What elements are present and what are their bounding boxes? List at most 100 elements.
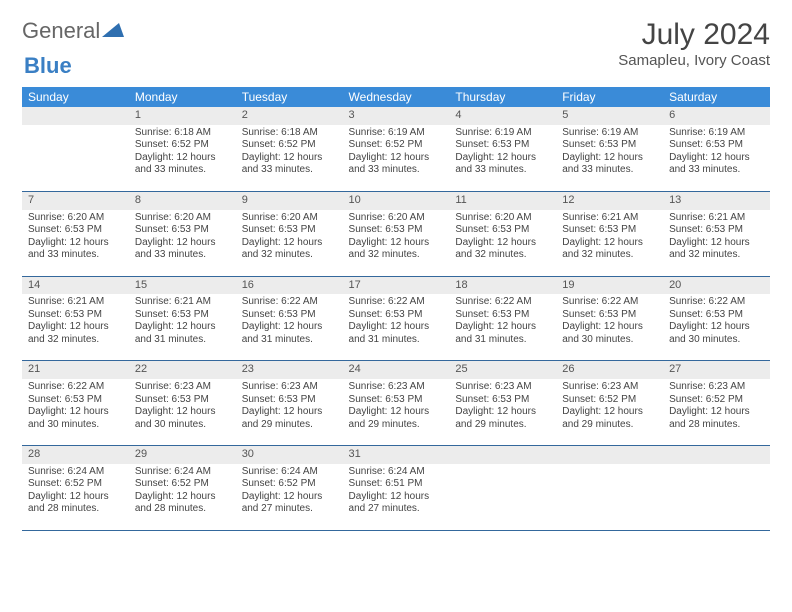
day-cell: Sunrise: 6:19 AMSunset: 6:53 PMDaylight:… bbox=[663, 125, 770, 192]
daylight-line: Daylight: 12 hours and 32 minutes. bbox=[562, 237, 657, 262]
sunrise-line: Sunrise: 6:23 AM bbox=[135, 381, 230, 394]
day-content-row: Sunrise: 6:22 AMSunset: 6:53 PMDaylight:… bbox=[22, 379, 770, 446]
empty-cell bbox=[663, 446, 770, 464]
sunrise-line: Sunrise: 6:19 AM bbox=[349, 127, 444, 140]
day-cell: Sunrise: 6:22 AMSunset: 6:53 PMDaylight:… bbox=[663, 294, 770, 361]
sunrise-line: Sunrise: 6:18 AM bbox=[242, 127, 337, 140]
daylight-line: Daylight: 12 hours and 27 minutes. bbox=[349, 491, 444, 516]
sunrise-line: Sunrise: 6:22 AM bbox=[242, 296, 337, 309]
day-cell: Sunrise: 6:20 AMSunset: 6:53 PMDaylight:… bbox=[129, 210, 236, 277]
day-cell: Sunrise: 6:22 AMSunset: 6:53 PMDaylight:… bbox=[22, 379, 129, 446]
sunset-line: Sunset: 6:53 PM bbox=[242, 394, 337, 407]
weekday-header: Friday bbox=[556, 87, 663, 107]
sunset-line: Sunset: 6:52 PM bbox=[669, 394, 764, 407]
sunrise-line: Sunrise: 6:23 AM bbox=[242, 381, 337, 394]
sunset-line: Sunset: 6:53 PM bbox=[455, 139, 550, 152]
sunset-line: Sunset: 6:53 PM bbox=[669, 139, 764, 152]
empty-cell bbox=[449, 446, 556, 464]
day-cell: Sunrise: 6:20 AMSunset: 6:53 PMDaylight:… bbox=[22, 210, 129, 277]
sunrise-line: Sunrise: 6:18 AM bbox=[135, 127, 230, 140]
daylight-line: Daylight: 12 hours and 32 minutes. bbox=[349, 237, 444, 262]
sunrise-line: Sunrise: 6:23 AM bbox=[455, 381, 550, 394]
day-number: 20 bbox=[663, 276, 770, 294]
sunset-line: Sunset: 6:52 PM bbox=[349, 139, 444, 152]
day-number: 18 bbox=[449, 276, 556, 294]
day-cell: Sunrise: 6:24 AMSunset: 6:52 PMDaylight:… bbox=[236, 464, 343, 531]
day-cell: Sunrise: 6:22 AMSunset: 6:53 PMDaylight:… bbox=[343, 294, 450, 361]
day-number: 24 bbox=[343, 361, 450, 379]
day-number: 31 bbox=[343, 446, 450, 464]
daylight-line: Daylight: 12 hours and 31 minutes. bbox=[349, 321, 444, 346]
sunrise-line: Sunrise: 6:19 AM bbox=[562, 127, 657, 140]
day-cell: Sunrise: 6:20 AMSunset: 6:53 PMDaylight:… bbox=[236, 210, 343, 277]
logo-text-general: General bbox=[22, 18, 100, 44]
day-cell: Sunrise: 6:24 AMSunset: 6:51 PMDaylight:… bbox=[343, 464, 450, 531]
sunrise-line: Sunrise: 6:20 AM bbox=[242, 212, 337, 225]
sunrise-line: Sunrise: 6:21 AM bbox=[669, 212, 764, 225]
daylight-line: Daylight: 12 hours and 29 minutes. bbox=[455, 406, 550, 431]
daylight-line: Daylight: 12 hours and 33 minutes. bbox=[669, 152, 764, 177]
calendar-table: SundayMondayTuesdayWednesdayThursdayFrid… bbox=[22, 87, 770, 531]
day-number: 14 bbox=[22, 276, 129, 294]
sunrise-line: Sunrise: 6:22 AM bbox=[455, 296, 550, 309]
sunset-line: Sunset: 6:52 PM bbox=[135, 478, 230, 491]
sunset-line: Sunset: 6:53 PM bbox=[349, 394, 444, 407]
sunset-line: Sunset: 6:53 PM bbox=[242, 309, 337, 322]
daylight-line: Daylight: 12 hours and 31 minutes. bbox=[242, 321, 337, 346]
day-number: 27 bbox=[663, 361, 770, 379]
day-number: 13 bbox=[663, 191, 770, 209]
day-cell: Sunrise: 6:23 AMSunset: 6:53 PMDaylight:… bbox=[449, 379, 556, 446]
sunset-line: Sunset: 6:53 PM bbox=[28, 309, 123, 322]
sunset-line: Sunset: 6:53 PM bbox=[562, 224, 657, 237]
day-cell: Sunrise: 6:19 AMSunset: 6:53 PMDaylight:… bbox=[556, 125, 663, 192]
day-content-row: Sunrise: 6:21 AMSunset: 6:53 PMDaylight:… bbox=[22, 294, 770, 361]
sunrise-line: Sunrise: 6:23 AM bbox=[562, 381, 657, 394]
day-cell: Sunrise: 6:23 AMSunset: 6:52 PMDaylight:… bbox=[663, 379, 770, 446]
empty-cell bbox=[663, 464, 770, 531]
day-number: 1 bbox=[129, 107, 236, 125]
sunset-line: Sunset: 6:52 PM bbox=[135, 139, 230, 152]
empty-cell bbox=[449, 464, 556, 531]
daylight-line: Daylight: 12 hours and 30 minutes. bbox=[669, 321, 764, 346]
sunset-line: Sunset: 6:53 PM bbox=[135, 394, 230, 407]
sunset-line: Sunset: 6:52 PM bbox=[28, 478, 123, 491]
weekday-header: Thursday bbox=[449, 87, 556, 107]
sunrise-line: Sunrise: 6:24 AM bbox=[28, 466, 123, 479]
title-block: July 2024 Samapleu, Ivory Coast bbox=[618, 18, 770, 69]
day-number: 12 bbox=[556, 191, 663, 209]
sunrise-line: Sunrise: 6:20 AM bbox=[455, 212, 550, 225]
day-number: 11 bbox=[449, 191, 556, 209]
daylight-line: Daylight: 12 hours and 28 minutes. bbox=[28, 491, 123, 516]
daylight-line: Daylight: 12 hours and 29 minutes. bbox=[562, 406, 657, 431]
day-cell: Sunrise: 6:23 AMSunset: 6:52 PMDaylight:… bbox=[556, 379, 663, 446]
sunrise-line: Sunrise: 6:19 AM bbox=[669, 127, 764, 140]
sunrise-line: Sunrise: 6:22 AM bbox=[562, 296, 657, 309]
daylight-line: Daylight: 12 hours and 30 minutes. bbox=[562, 321, 657, 346]
weekday-header: Tuesday bbox=[236, 87, 343, 107]
daylight-line: Daylight: 12 hours and 32 minutes. bbox=[242, 237, 337, 262]
daylight-line: Daylight: 12 hours and 29 minutes. bbox=[242, 406, 337, 431]
daylight-line: Daylight: 12 hours and 29 minutes. bbox=[349, 406, 444, 431]
day-number: 15 bbox=[129, 276, 236, 294]
sunrise-line: Sunrise: 6:22 AM bbox=[669, 296, 764, 309]
daylight-line: Daylight: 12 hours and 33 minutes. bbox=[242, 152, 337, 177]
logo-triangle-icon bbox=[102, 21, 124, 37]
weekday-header: Wednesday bbox=[343, 87, 450, 107]
logo-text-blue: Blue bbox=[24, 53, 72, 78]
sunrise-line: Sunrise: 6:21 AM bbox=[28, 296, 123, 309]
day-cell: Sunrise: 6:21 AMSunset: 6:53 PMDaylight:… bbox=[129, 294, 236, 361]
daylight-line: Daylight: 12 hours and 33 minutes. bbox=[28, 237, 123, 262]
sunrise-line: Sunrise: 6:20 AM bbox=[349, 212, 444, 225]
location: Samapleu, Ivory Coast bbox=[618, 52, 770, 69]
sunset-line: Sunset: 6:52 PM bbox=[242, 139, 337, 152]
empty-cell bbox=[22, 125, 129, 192]
day-cell: Sunrise: 6:19 AMSunset: 6:53 PMDaylight:… bbox=[449, 125, 556, 192]
day-number: 7 bbox=[22, 191, 129, 209]
day-number: 17 bbox=[343, 276, 450, 294]
day-cell: Sunrise: 6:21 AMSunset: 6:53 PMDaylight:… bbox=[22, 294, 129, 361]
day-cell: Sunrise: 6:20 AMSunset: 6:53 PMDaylight:… bbox=[343, 210, 450, 277]
sunrise-line: Sunrise: 6:21 AM bbox=[562, 212, 657, 225]
day-cell: Sunrise: 6:21 AMSunset: 6:53 PMDaylight:… bbox=[663, 210, 770, 277]
sunrise-line: Sunrise: 6:20 AM bbox=[135, 212, 230, 225]
daylight-line: Daylight: 12 hours and 31 minutes. bbox=[135, 321, 230, 346]
